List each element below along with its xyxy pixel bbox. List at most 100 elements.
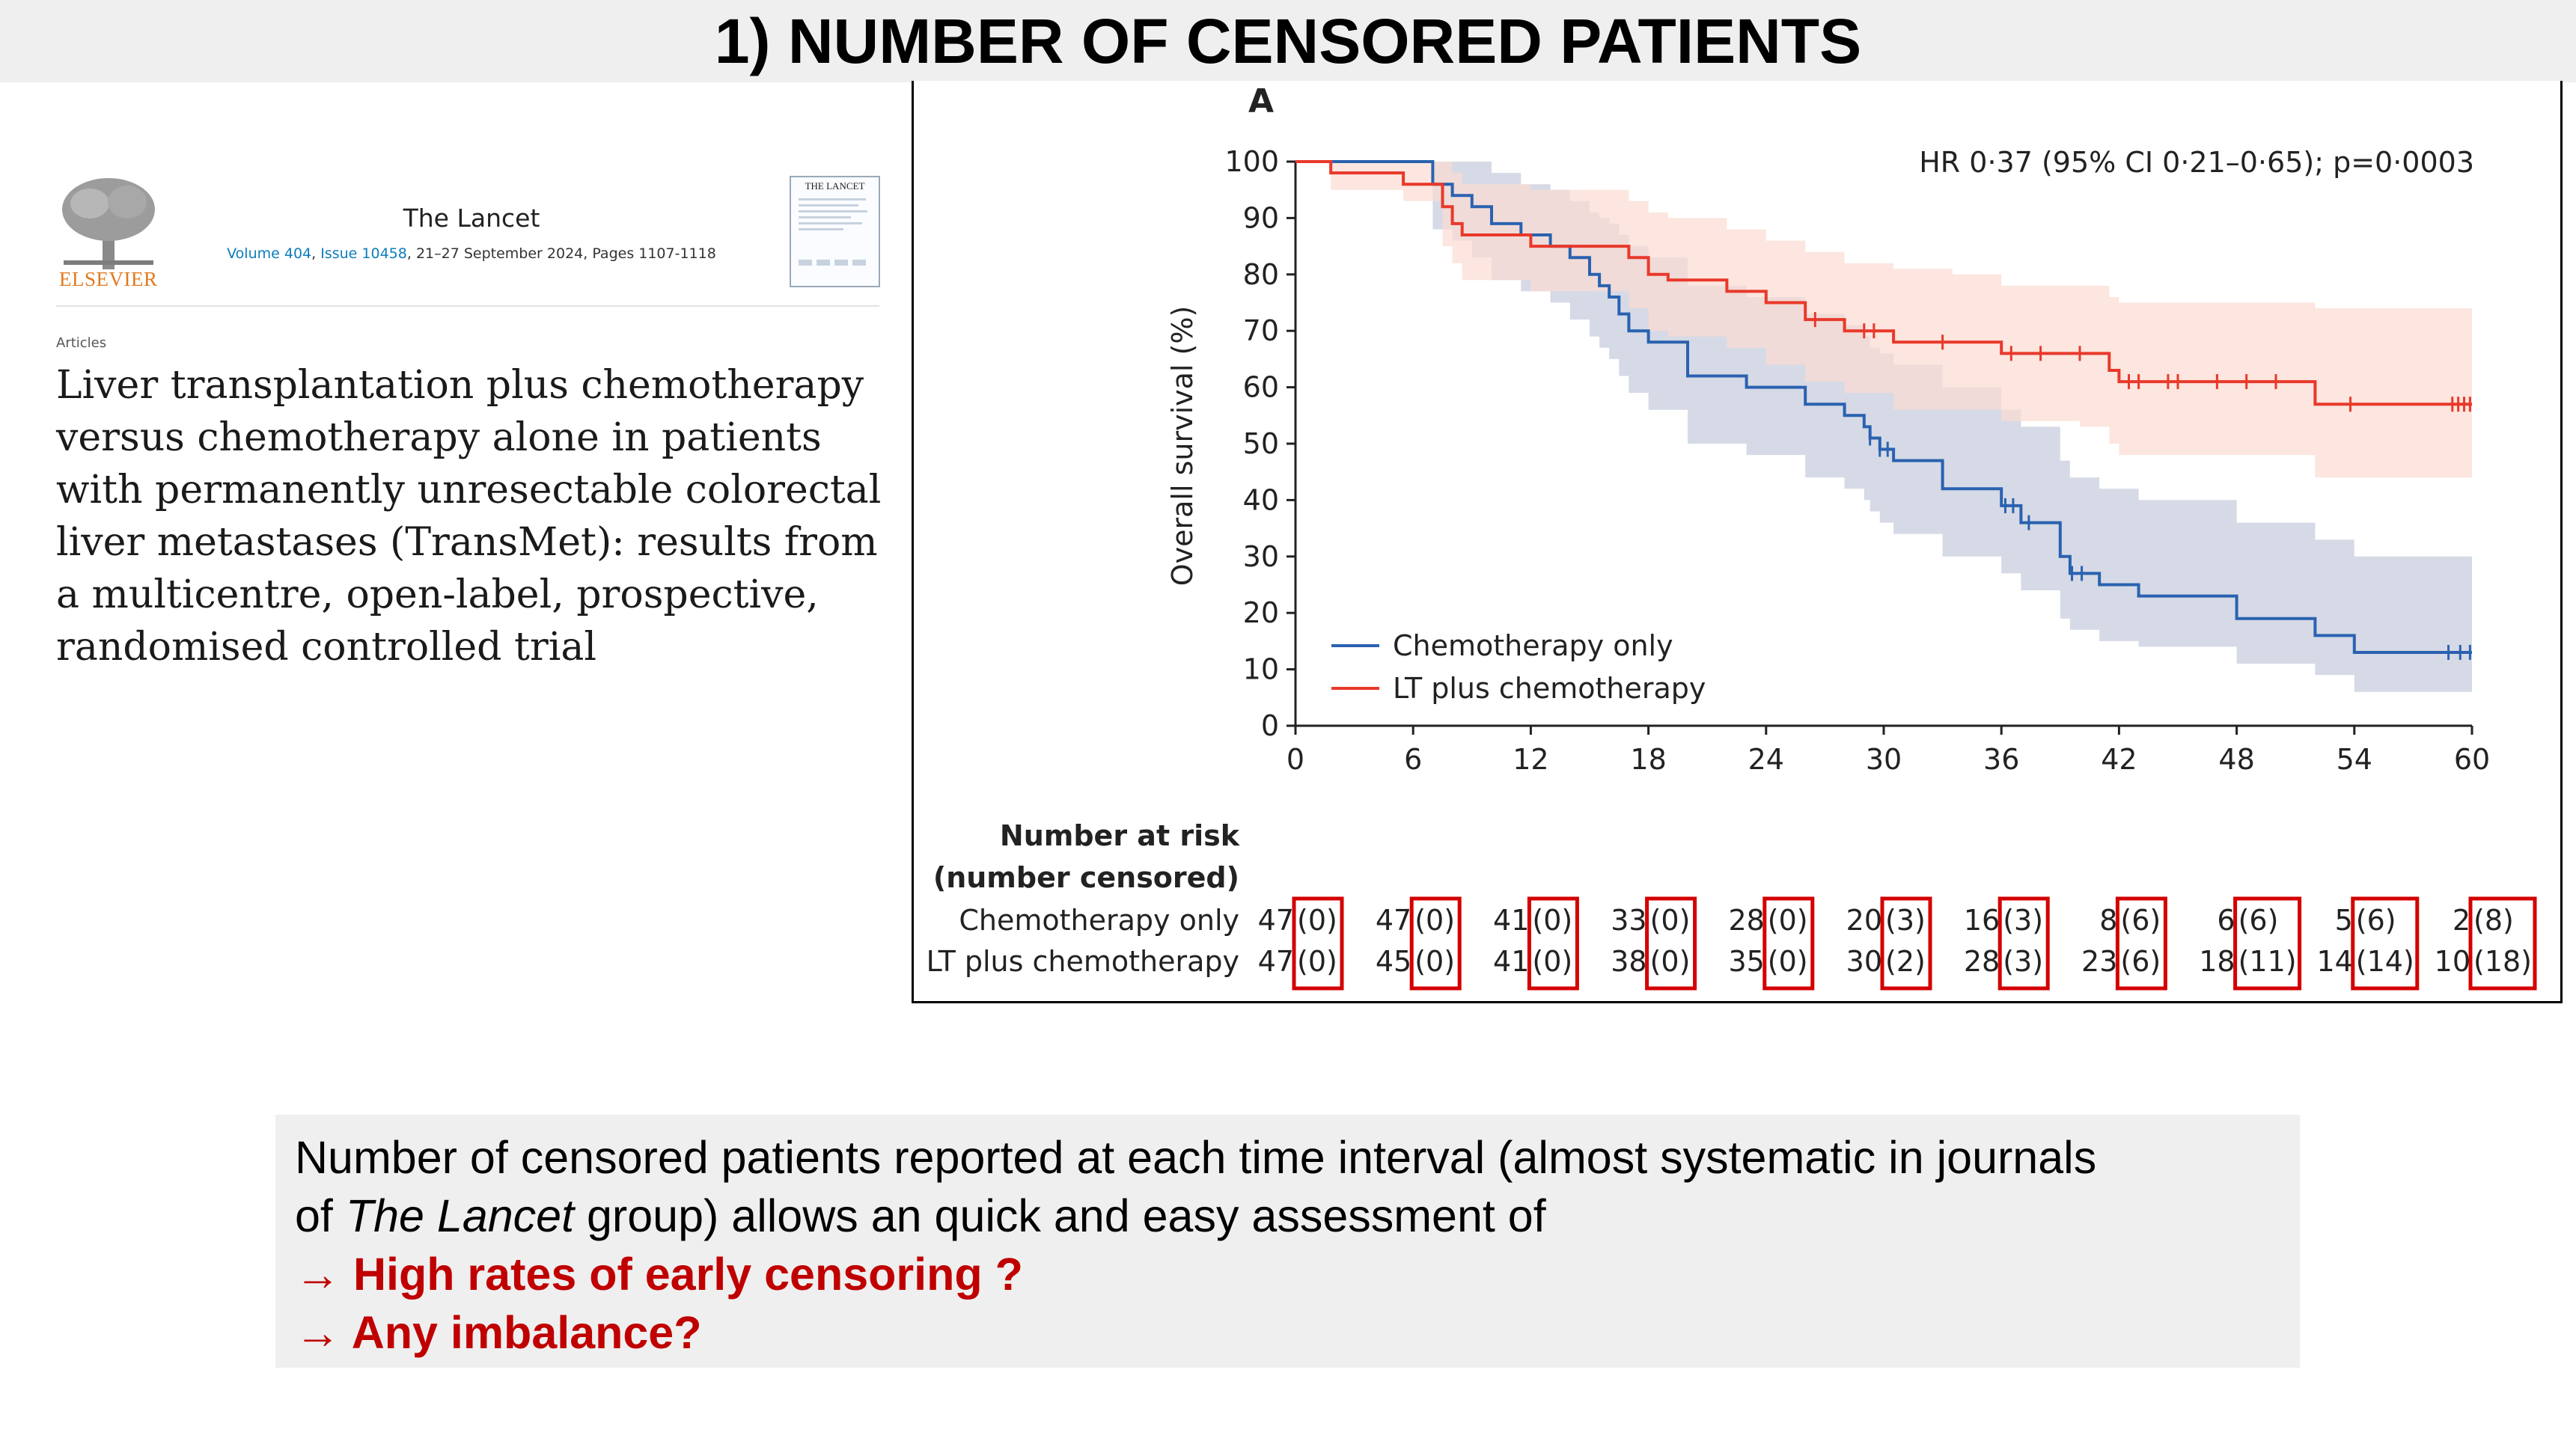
survival-curve-lt-chemotherapy	[1295, 160, 2472, 406]
y-tick-label: 70	[1243, 314, 1279, 347]
at-risk-count: 30	[1846, 945, 1882, 978]
note-line-2: of The Lancet group) allows an quick and…	[295, 1187, 1546, 1245]
censored-count: (0)	[1414, 945, 1455, 978]
censored-count: (14)	[2356, 945, 2414, 978]
arrow-icon: →	[295, 1307, 341, 1358]
at-risk-count: 2	[2453, 904, 2470, 937]
y-axis-label: Overall survival (%)	[1166, 306, 1199, 587]
at-risk-count: 8	[2099, 904, 2117, 937]
censored-highlight-box	[2351, 896, 2420, 991]
censored-count: (11)	[2238, 945, 2297, 978]
at-risk-count: 10	[2435, 945, 2470, 978]
at-risk-count: 6	[2217, 904, 2235, 937]
at-risk-count: 41	[1493, 904, 1529, 937]
censored-highlight-box	[2468, 896, 2537, 991]
legend-label: LT plus chemotherapy	[1393, 672, 1706, 705]
y-tick-label: 100	[1224, 145, 1279, 178]
elsevier-tree-logo	[62, 178, 155, 269]
risk-row-label: Chemotherapy only	[959, 904, 1239, 937]
issue-link[interactable]: Issue 10458	[320, 245, 407, 262]
arrow-icon: →	[295, 1249, 341, 1300]
censored-count: (3)	[2003, 904, 2043, 937]
at-risk-count: 41	[1493, 945, 1529, 978]
journal-issue: Volume 404, Issue 10458, 21–27 September…	[227, 245, 716, 262]
cover-text-lines	[799, 198, 867, 266]
censored-count: (0)	[1414, 904, 1455, 937]
note-prefix: of	[295, 1190, 346, 1241]
volume-link[interactable]: Volume 404	[227, 245, 312, 262]
note-point-imbalance: → Any imbalance?	[295, 1303, 702, 1362]
note-point-1: High rates of early censoring ?	[352, 1249, 1023, 1300]
censored-highlight-box	[1762, 896, 1815, 991]
x-tick-label: 48	[2218, 743, 2254, 776]
censored-highlight-box	[1527, 896, 1579, 991]
slide-title: 1) NUMBER OF CENSORED PATIENTS	[714, 6, 1862, 76]
at-risk-count: 38	[1611, 945, 1646, 978]
confidence-bands	[1295, 162, 2472, 692]
censored-count: (6)	[2120, 945, 2161, 978]
title-bar: 1) NUMBER OF CENSORED PATIENTS	[0, 0, 2576, 82]
censored-highlight-box	[1292, 896, 1344, 991]
risk-table-header: Number at risk	[1000, 819, 1240, 852]
y-tick-label: 60	[1243, 371, 1279, 404]
y-tick-label: 10	[1243, 653, 1279, 686]
survival-curves	[1295, 160, 2472, 654]
at-risk-count: 33	[1611, 904, 1646, 937]
at-risk-count: 20	[1846, 904, 1882, 937]
at-risk-count: 18	[2199, 945, 2235, 978]
censored-count: (0)	[1650, 904, 1691, 937]
at-risk-count: 23	[2081, 945, 2117, 978]
censor-marks	[1813, 312, 2471, 660]
censored-count: (0)	[1768, 945, 1808, 978]
at-risk-count: 14	[2316, 945, 2352, 978]
censored-count: (0)	[1297, 904, 1337, 937]
risk-row-label: LT plus chemotherapy	[927, 945, 1239, 978]
censored-count: (3)	[2003, 945, 2043, 978]
risk-table-subheader: (number censored)	[933, 861, 1239, 894]
censored-count: (6)	[2356, 904, 2396, 937]
censored-highlight-box	[1645, 896, 1697, 991]
ci-band-chemotherapy	[1295, 162, 2472, 692]
takeaway-box: Number of censored patients reported at …	[275, 1115, 2300, 1368]
chart-axes: 0 10 20 30 40 50 60 70 80 90 100 0 6 12 18 24 30 36 42 48 54…	[1224, 145, 2490, 776]
censored-count: (0)	[1532, 904, 1572, 937]
censored-count: (2)	[1885, 945, 1926, 978]
at-risk-count: 45	[1376, 945, 1411, 978]
censored-count: (6)	[2120, 904, 2161, 937]
panel-label: A	[1248, 82, 1274, 120]
hazard-ratio-annotation: HR 0·37 (95% CI 0·21–0·65); p=0·0003	[1919, 146, 2474, 179]
journal-cover[interactable]: THE LANCET	[790, 176, 880, 287]
x-tick-label: 12	[1513, 743, 1548, 776]
survival-curve-chemotherapy	[1295, 160, 2472, 654]
y-tick-label: 90	[1243, 201, 1279, 234]
y-tick-label: 50	[1243, 427, 1279, 460]
issue-details: , 21–27 September 2024, Pages 1107-1118	[406, 245, 716, 262]
x-tick-label: 54	[2337, 743, 2372, 776]
publisher-name: ELSEVIER	[59, 268, 158, 290]
censored-highlight-box	[1997, 896, 2050, 991]
x-tick-label: 42	[2101, 743, 2137, 776]
y-tick-label: 20	[1243, 596, 1279, 629]
at-risk-count: 28	[1728, 904, 1764, 937]
km-chart-panel: 0 10 20 30 40 50 60 70 80 90 100 0 6 12 18 24 30 36 42 48 54…	[912, 81, 2563, 1003]
y-tick-label: 80	[1243, 258, 1279, 291]
x-tick-label: 60	[2454, 743, 2490, 776]
chart-labels: A HR 0·37 (95% CI 0·21–0·65); p=0·0003 Ove…	[1166, 82, 2474, 586]
note-suffix: group) allows an quick and easy assessme…	[574, 1190, 1546, 1241]
censored-count: (6)	[2238, 904, 2279, 937]
ci-band-lt-chemotherapy	[1295, 162, 2472, 478]
x-tick-label: 18	[1630, 743, 1666, 776]
journal-name: The Lancet	[403, 204, 540, 233]
at-risk-count: 28	[1964, 945, 2000, 978]
note-line-1: Number of censored patients reported at …	[295, 1132, 2097, 1183]
at-risk-count: 5	[2335, 904, 2353, 937]
risk-table: Number at risk (number censored) Chemother…	[927, 819, 2537, 991]
censored-count: (18)	[2473, 945, 2532, 978]
article-type: Articles	[56, 335, 107, 351]
censored-count: (0)	[1532, 945, 1572, 978]
note-journal: The Lancet	[345, 1190, 575, 1241]
y-tick-label: 40	[1243, 483, 1279, 516]
y-tick-label: 30	[1243, 540, 1279, 573]
at-risk-count: 47	[1258, 945, 1294, 978]
